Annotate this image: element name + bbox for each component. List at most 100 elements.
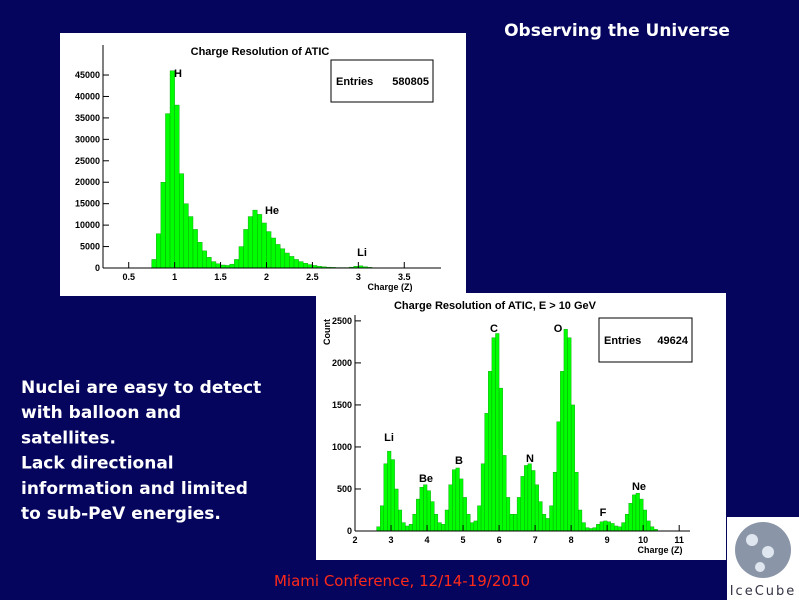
- histogram-bar: [520, 476, 525, 532]
- histogram-bar: [606, 521, 611, 532]
- stats-label: Entries: [604, 335, 641, 347]
- chart-title: Charge Resolution of ATIC: [191, 46, 330, 58]
- histogram-bar: [423, 484, 428, 532]
- y-tick-label: 500: [337, 484, 352, 494]
- stats-label: Entries: [336, 76, 373, 88]
- histogram-bar: [513, 513, 518, 532]
- body-text: Nuclei are easy to detect with balloon an…: [21, 378, 261, 524]
- histogram-bar: [462, 497, 467, 532]
- peak-label: Li: [384, 432, 394, 444]
- y-tick-label: 25000: [75, 156, 100, 166]
- body-line: to sub-PeV energies.: [21, 504, 221, 524]
- histogram-bar: [498, 387, 503, 532]
- x-tick-label: 3: [389, 535, 394, 545]
- histogram-bar: [380, 505, 385, 532]
- histogram-bar: [405, 525, 410, 532]
- y-tick-label: 0: [347, 526, 352, 536]
- histogram-bar: [632, 494, 637, 532]
- histogram-bar: [238, 246, 244, 269]
- histogram-bar: [270, 237, 276, 269]
- histogram-bar: [538, 501, 543, 532]
- x-tick-label: 2: [352, 535, 357, 545]
- histogram-bar: [614, 525, 619, 532]
- x-tick-label: 0.5: [122, 272, 135, 282]
- histogram-bar: [455, 467, 460, 532]
- histogram-bar: [570, 404, 575, 532]
- stats-box: [598, 317, 693, 363]
- peak-label: N: [526, 453, 534, 465]
- histogram-bar: [408, 524, 413, 532]
- histogram-bar: [563, 329, 568, 532]
- y-axis-label: Count: [322, 319, 332, 345]
- logo: IceCube: [727, 517, 799, 600]
- x-tick-label: 4: [425, 535, 430, 545]
- histogram-bar: [398, 509, 403, 532]
- logo-text: IceCube: [730, 584, 797, 599]
- y-tick-label: 10000: [75, 220, 100, 230]
- chart-title: Charge Resolution of ATIC, E > 10 GeV: [394, 300, 597, 312]
- histogram-bar: [401, 522, 406, 532]
- histogram-bar: [516, 497, 521, 532]
- histogram-bar: [416, 498, 421, 532]
- x-tick-label: 1.5: [214, 272, 227, 282]
- y-tick-label: 20000: [75, 177, 100, 187]
- peak-label: Be: [419, 473, 433, 485]
- y-tick-label: 15000: [75, 199, 100, 209]
- histogram-bar: [459, 478, 464, 532]
- histogram-bar: [383, 463, 388, 532]
- histogram-bar: [284, 252, 290, 269]
- histogram-bar: [621, 522, 626, 532]
- histogram-bar: [293, 259, 299, 269]
- histogram-bar: [169, 70, 175, 269]
- histogram-bar: [491, 337, 496, 532]
- peak-label: B: [455, 455, 463, 467]
- x-axis-label: Charge (Z): [638, 545, 683, 555]
- histogram-bar: [466, 513, 471, 532]
- stats-value: 49624: [657, 335, 688, 347]
- body-line: with balloon and: [21, 403, 181, 423]
- histogram-bar: [266, 231, 272, 269]
- slide-title: Observing the Universe: [504, 21, 730, 41]
- y-tick-label: 1000: [332, 442, 352, 452]
- peak-label: He: [265, 205, 279, 217]
- histogram-bar: [527, 463, 532, 532]
- histogram-bar: [211, 261, 217, 269]
- histogram-bar: [201, 250, 207, 269]
- histogram-bar: [610, 523, 615, 532]
- peak-label: Ne: [632, 481, 646, 493]
- histogram-bar: [470, 522, 475, 532]
- histogram-bar: [197, 242, 203, 269]
- histogram-bar: [639, 498, 644, 532]
- histogram-bar: [495, 333, 500, 532]
- histogram-bar: [452, 469, 457, 532]
- histogram-bar: [441, 524, 446, 532]
- peak-label: H: [174, 68, 182, 80]
- histogram-bar: [581, 522, 586, 532]
- histogram-bar: [617, 526, 622, 532]
- histogram-bar: [426, 490, 431, 532]
- histogram-bar: [488, 371, 493, 532]
- histogram-bar: [549, 505, 554, 532]
- logo-dot: [746, 534, 758, 546]
- y-tick-label: 2500: [332, 316, 352, 326]
- histogram-bar: [151, 259, 157, 269]
- histogram-bar: [524, 465, 529, 532]
- x-tick-label: 2.5: [306, 272, 319, 282]
- peak-label: F: [600, 507, 607, 519]
- y-tick-label: 35000: [75, 113, 100, 123]
- histogram-bar: [165, 113, 171, 269]
- histogram-bar: [545, 518, 550, 532]
- histogram-bar: [390, 459, 395, 532]
- histogram-bar: [542, 513, 547, 532]
- histogram-bar: [437, 522, 442, 532]
- histogram-bar: [646, 520, 651, 532]
- y-tick-label: 0: [95, 263, 100, 273]
- histogram-bar: [628, 503, 633, 532]
- histogram-bar: [484, 413, 489, 532]
- histogram-bar: [303, 263, 309, 269]
- peak-label: O: [554, 323, 563, 335]
- x-tick-label: 9: [605, 535, 610, 545]
- histogram-bar: [531, 470, 536, 532]
- histogram-bar: [567, 337, 572, 532]
